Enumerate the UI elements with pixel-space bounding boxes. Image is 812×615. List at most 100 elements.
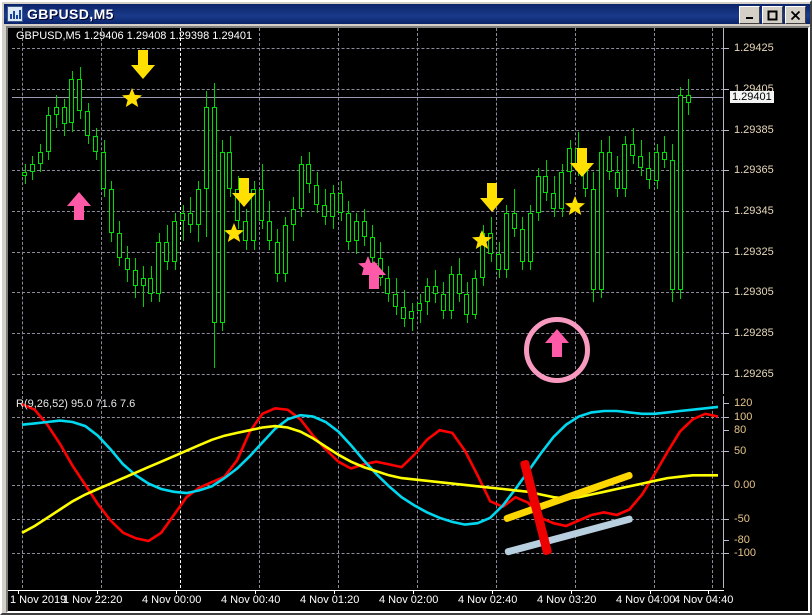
- candle-body: [669, 160, 675, 291]
- indicator-series-line: [21, 405, 719, 526]
- price-gridline-h: [12, 373, 724, 375]
- time-tick-mark: [571, 590, 572, 594]
- price-tick-mark: [724, 333, 729, 334]
- candle-body: [203, 107, 209, 189]
- chart-document-icon: [7, 6, 23, 22]
- price-gridline-h: [12, 251, 724, 253]
- indicator-gridline-v: [712, 396, 713, 588]
- candle-body: [567, 148, 573, 173]
- candle-body: [211, 107, 217, 323]
- indicator-gridline-h: [12, 416, 724, 418]
- candle-body: [432, 286, 438, 295]
- time-tick-label: 4 Nov 00:00: [142, 594, 202, 606]
- highlight-circle-annotation: [524, 317, 590, 383]
- price-tick-mark: [724, 251, 729, 253]
- time-tick-mark: [708, 590, 709, 594]
- price-tick-label: 1.29425: [734, 42, 774, 55]
- time-tick-label: 4 Nov 02:40: [458, 594, 518, 606]
- price-plot-area[interactable]: [12, 28, 724, 394]
- price-tick-label: 1.29385: [734, 123, 774, 136]
- chart-frame: 1.29425 1.29405 1.29385 1.29365 1.29345 1.293…: [6, 26, 810, 613]
- candle-body: [646, 168, 652, 181]
- candle-body: [551, 192, 557, 209]
- indicator-plot-area[interactable]: [12, 396, 724, 588]
- indicator-tick-mark: [724, 553, 729, 555]
- maximize-button[interactable]: [762, 6, 783, 24]
- price-gridline-v: [712, 28, 713, 394]
- candle-body: [424, 286, 430, 303]
- time-tick-label: 4 Nov 04:00: [616, 594, 676, 606]
- candle-body: [282, 225, 288, 274]
- candle-body: [306, 164, 312, 185]
- sell-star-marker: [223, 222, 245, 244]
- chart-canvas[interactable]: 1.29425 1.29405 1.29385 1.29365 1.29345 1.293…: [8, 28, 808, 611]
- candle-body: [164, 241, 170, 262]
- price-gridline-v: [180, 28, 181, 394]
- candle-body: [274, 241, 280, 274]
- candle-body: [140, 278, 146, 287]
- candle-body: [511, 213, 517, 230]
- candle-body: [101, 152, 106, 189]
- indicator-tick-label: 0.00: [734, 478, 756, 491]
- indicator-pane-label: R(9,26,52) 95.0 71.6 7.6: [16, 398, 136, 410]
- indicator-tick-mark: [724, 484, 729, 486]
- time-tick-label: 1 Nov 2019: [10, 594, 67, 606]
- indicator-tick-label: 80: [734, 424, 747, 437]
- candle-body: [45, 115, 51, 152]
- price-tick-label: 1.29305: [734, 286, 774, 299]
- time-axis[interactable]: 1 Nov 2019 1 Nov 22:20 4 Nov 00:00 4 Nov 00…: [8, 590, 808, 611]
- candle-body: [235, 188, 241, 222]
- sell-arrow-marker: [130, 50, 156, 80]
- candle-body: [527, 213, 533, 262]
- time-tick-label: 4 Nov 02:00: [379, 594, 439, 606]
- candle-body: [654, 152, 659, 181]
- price-pane[interactable]: 1.29425 1.29405 1.29385 1.29365 1.29345 1.293…: [8, 28, 808, 394]
- sell-arrow-marker: [479, 183, 505, 213]
- price-tick-label: 1.29325: [734, 245, 774, 258]
- candle-body: [314, 184, 320, 205]
- candle-body: [172, 221, 178, 262]
- title-bar: GBPUSD,M5: [4, 4, 810, 24]
- candle-body: [559, 172, 565, 209]
- candle-body: [85, 111, 91, 136]
- candle-body: [290, 209, 296, 226]
- candle-body: [472, 278, 478, 315]
- candle-body: [22, 172, 27, 177]
- indicator-pane[interactable]: 120 100 80 50 0.00 -50 -80 -100 R(9,26,52) 95.0…: [8, 396, 808, 588]
- close-button[interactable]: [785, 6, 806, 24]
- candle-body: [464, 294, 470, 315]
- candle-body: [630, 143, 636, 157]
- candle-body: [622, 143, 628, 189]
- candle-body: [108, 188, 114, 234]
- candle-body: [535, 176, 541, 213]
- indicator-axis[interactable]: 120 100 80 50 0.00 -50 -80 -100: [724, 396, 808, 588]
- price-axis[interactable]: 1.29425 1.29405 1.29385 1.29365 1.29345 1.293…: [724, 28, 808, 394]
- time-tick-mark: [334, 590, 335, 594]
- candle-body: [361, 221, 367, 238]
- indicator-gridline-v: [654, 396, 655, 588]
- time-tick-mark: [255, 590, 256, 594]
- time-tick-label: 4 Nov 04:40: [674, 594, 734, 606]
- indicator-tick-label: 120: [734, 396, 753, 409]
- candle-body: [116, 233, 122, 258]
- indicator-lines: [21, 403, 719, 543]
- candle-body: [330, 192, 336, 218]
- time-tick-mark: [413, 590, 414, 594]
- buy-arrow-marker: [361, 260, 387, 290]
- price-tick-label: 1.29285: [734, 327, 774, 339]
- time-tick-mark: [97, 590, 98, 594]
- current-price-line: [12, 97, 724, 99]
- buy-arrow-marker: [66, 191, 92, 221]
- price-tick-label: 1.29345: [734, 205, 774, 217]
- price-gridline-v: [101, 28, 102, 394]
- candle-body: [519, 229, 525, 262]
- candle-body: [503, 213, 509, 270]
- candle-body: [243, 221, 249, 242]
- sell-arrow-marker: [569, 148, 595, 178]
- indicator-tick-mark: [724, 450, 729, 452]
- price-gridline-h: [12, 333, 724, 334]
- price-gridline-h: [12, 211, 724, 212]
- minimize-button[interactable]: [739, 6, 760, 24]
- candle-body: [227, 152, 233, 189]
